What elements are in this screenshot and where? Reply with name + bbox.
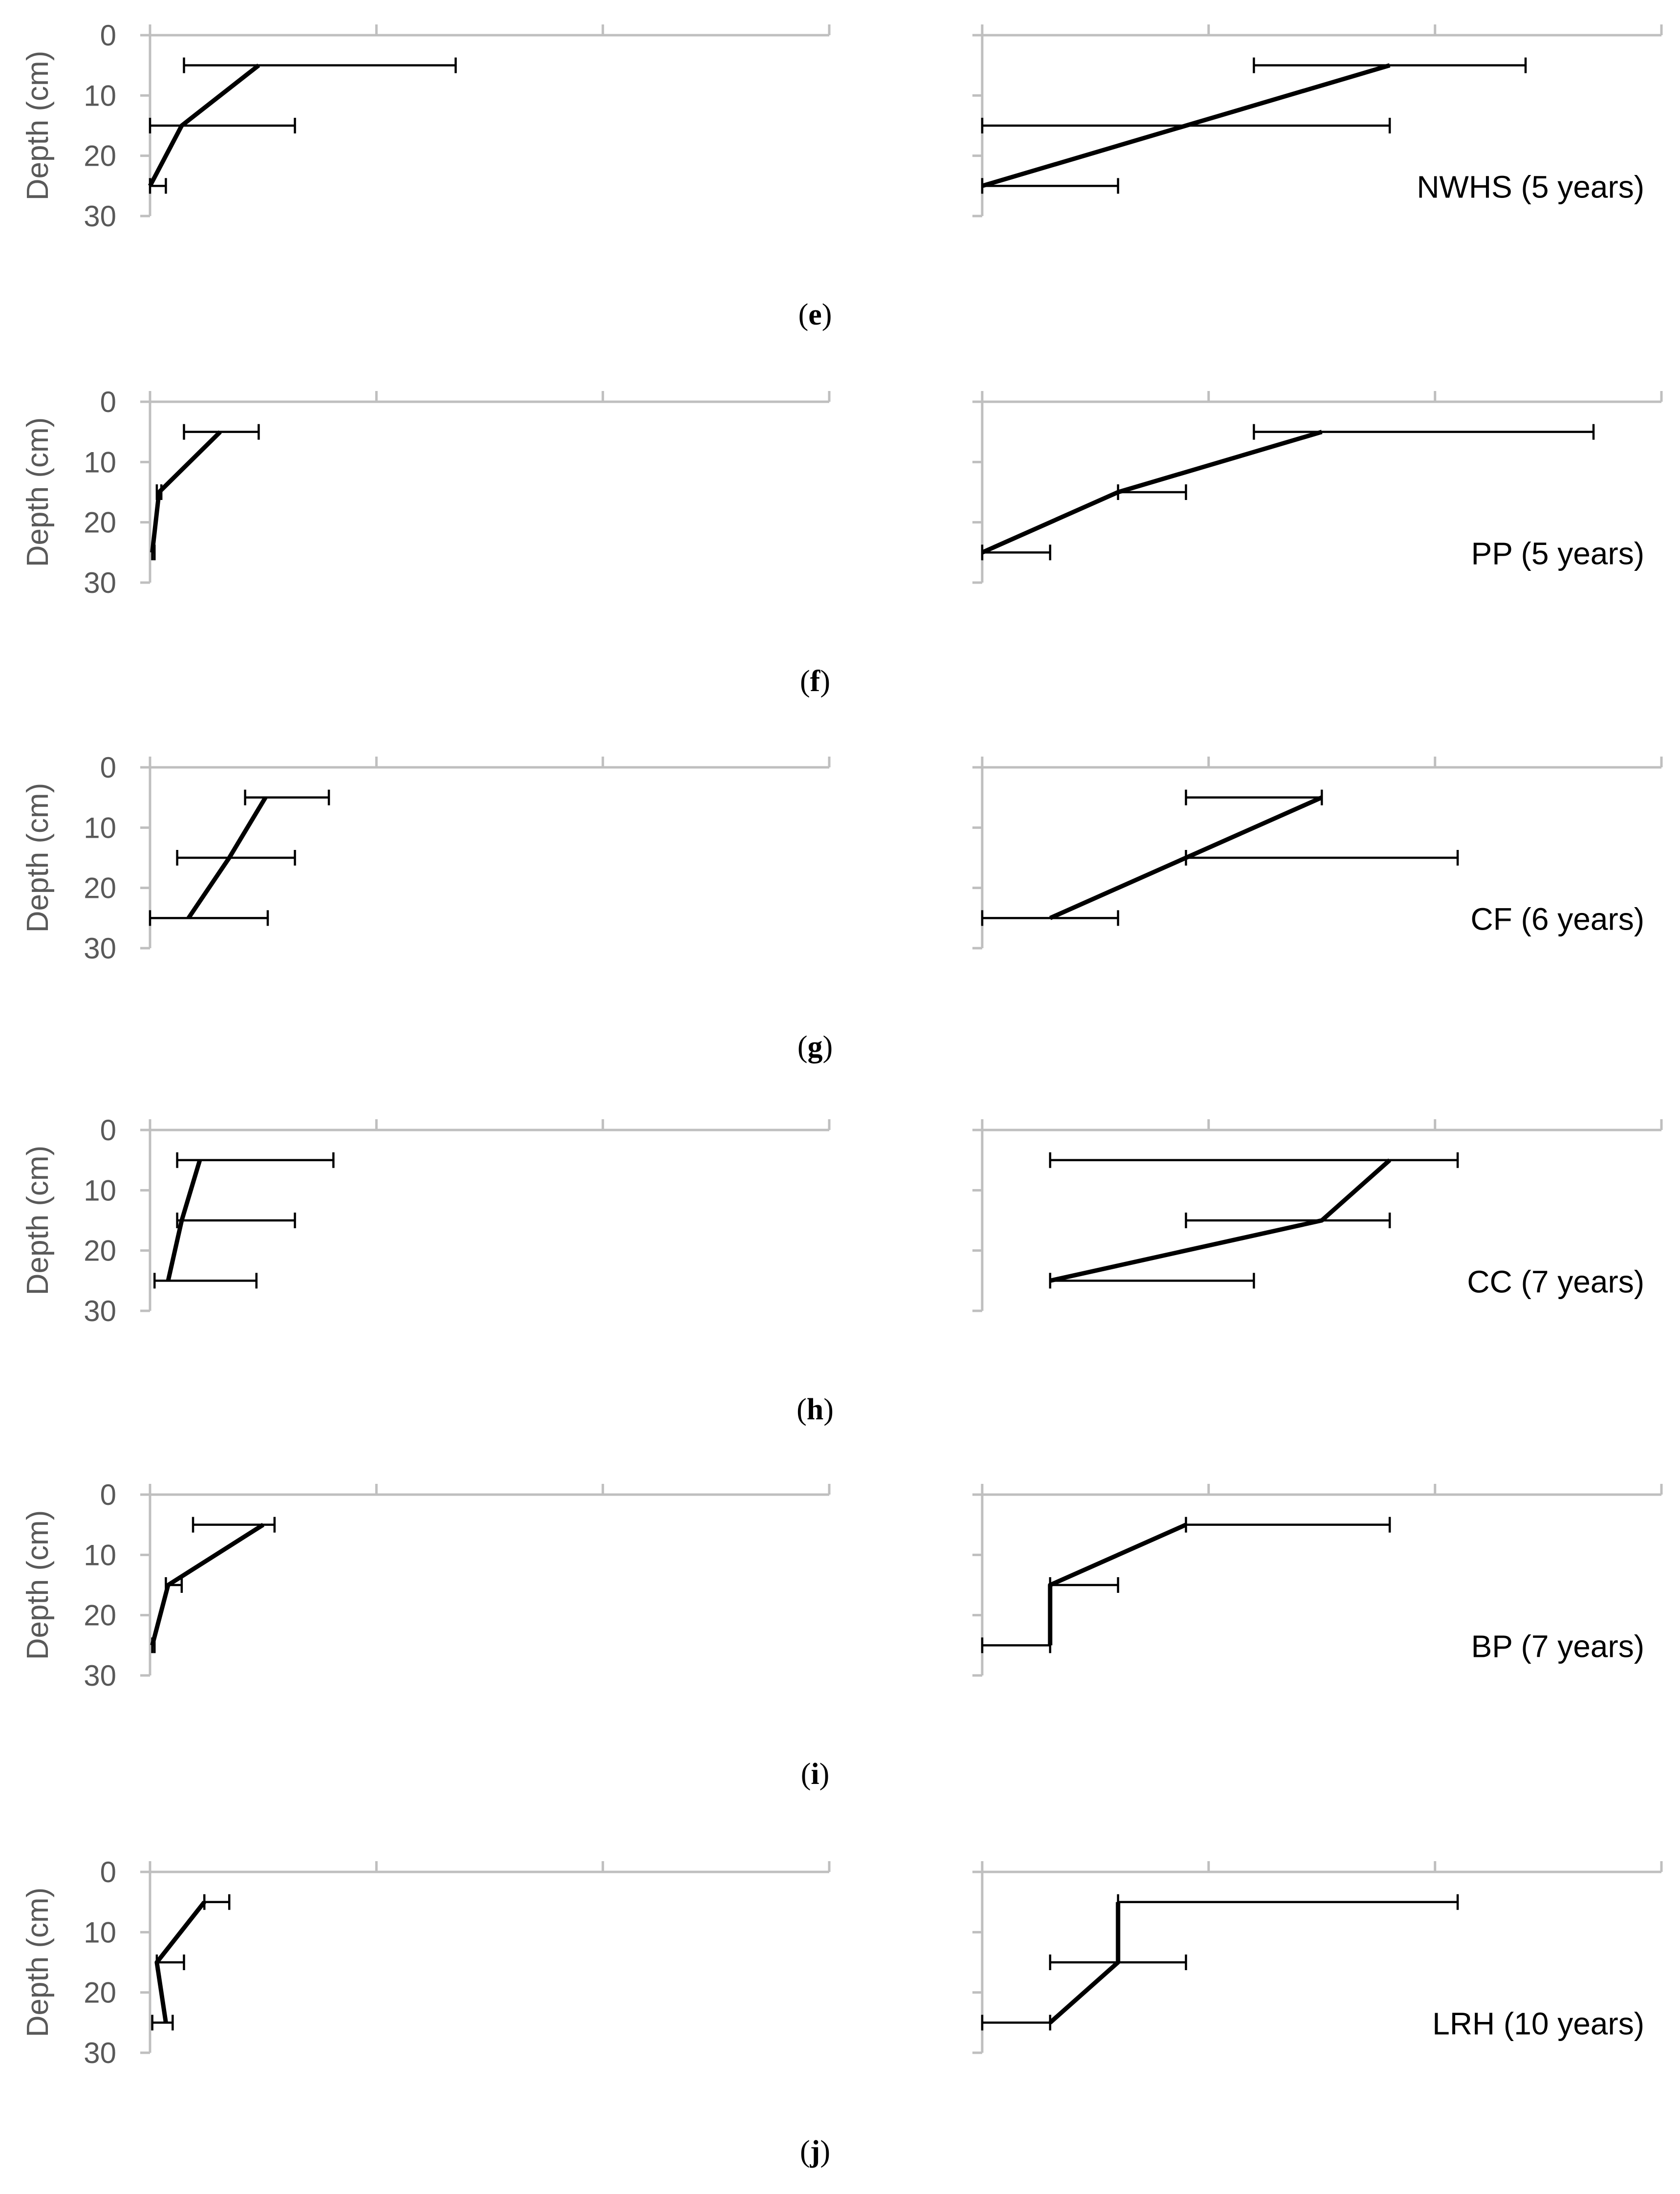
y-tick-label: 20 xyxy=(84,1599,116,1632)
panel-annotation: LRH (10 years) xyxy=(1432,2006,1644,2041)
panel-i: Depth (cm) 0 10 20 30 BP (7 years) (i) xyxy=(21,1478,1663,1791)
y-tick-label: 20 xyxy=(84,872,116,905)
panel-letter: f xyxy=(810,665,821,698)
series-line xyxy=(1050,1158,1391,1283)
panel-annotation: BP (7 years) xyxy=(1471,1629,1645,1664)
panel-label: (j) xyxy=(800,2135,830,2168)
right-plot xyxy=(972,1861,1663,2054)
series-line xyxy=(150,430,222,553)
y-tick-label: 30 xyxy=(84,932,116,965)
y-tick-label: 20 xyxy=(84,1235,116,1267)
panel-letter: g xyxy=(808,1030,823,1064)
series-line xyxy=(981,430,1323,555)
y-tick-label: 10 xyxy=(84,811,116,844)
y-tick-label: 30 xyxy=(84,200,116,233)
y-tick-label: 0 xyxy=(100,19,116,52)
left-plot xyxy=(140,1484,831,1677)
panel-f: Depth (cm) 0 10 20 30 PP (5 years) (f) xyxy=(21,386,1663,698)
right-plot xyxy=(972,24,1663,217)
y-tick-label: 30 xyxy=(84,1659,116,1692)
right-plot xyxy=(972,1119,1663,1312)
series-line xyxy=(148,64,260,187)
panel-label: (h) xyxy=(797,1393,834,1426)
series-line xyxy=(1048,1522,1187,1646)
y-tick-label: 20 xyxy=(84,1977,116,2009)
y-axis-label: Depth (cm) xyxy=(21,417,55,567)
panel-e: Depth (cm) 0 10 20 30 NWHS (5 years) (e) xyxy=(21,19,1663,331)
series-line xyxy=(187,796,268,919)
y-axis-label: Depth (cm) xyxy=(21,1510,55,1660)
panel-annotation: CC (7 years) xyxy=(1467,1264,1644,1299)
panel-letter: e xyxy=(808,298,822,331)
y-tick-label: 10 xyxy=(84,1916,116,1949)
y-tick-label: 0 xyxy=(100,1114,116,1147)
panel-annotation: CF (6 years) xyxy=(1470,901,1644,936)
panel-annotation: PP (5 years) xyxy=(1471,536,1645,571)
y-axis-label: Depth (cm) xyxy=(21,1146,55,1296)
y-tick-label: 30 xyxy=(84,566,116,599)
y-tick-label: 10 xyxy=(84,1174,116,1207)
panel-annotation: NWHS (5 years) xyxy=(1417,169,1644,204)
panel-label: (i) xyxy=(801,1758,830,1791)
series-line xyxy=(154,1900,206,2023)
panel-label: (g) xyxy=(797,1030,833,1064)
y-tick-label: 10 xyxy=(84,1539,116,1571)
panel-label: (e) xyxy=(798,298,832,331)
right-plot xyxy=(972,757,1663,950)
left-plot xyxy=(140,757,831,950)
panel-label: (f) xyxy=(800,665,830,698)
panel-j: Depth (cm) 0 10 20 30 LRH (10 years) (j) xyxy=(21,1856,1663,2168)
left-plot xyxy=(140,1119,831,1312)
series-line xyxy=(1049,795,1323,920)
y-axis-label: Depth (cm) xyxy=(21,783,55,933)
y-tick-label: 10 xyxy=(84,446,116,478)
panel-h: Depth (cm) 0 10 20 30 CC (7 years) (h) xyxy=(21,1114,1663,1426)
y-tick-label: 30 xyxy=(84,1295,116,1327)
series-line xyxy=(166,1159,202,1282)
left-plot xyxy=(140,391,831,584)
y-tick-label: 20 xyxy=(84,506,116,539)
series-line xyxy=(150,1522,265,1646)
panel-letter: j xyxy=(810,2135,820,2168)
panel-g: Depth (cm) 0 10 20 30 CF (6 years) (g) xyxy=(21,751,1663,1064)
y-tick-label: 0 xyxy=(100,386,116,418)
series-line xyxy=(981,63,1391,188)
y-tick-label: 20 xyxy=(84,140,116,173)
left-plot xyxy=(140,24,831,217)
y-tick-label: 0 xyxy=(100,1478,116,1511)
series-line xyxy=(1049,1902,1120,2024)
right-plot xyxy=(972,391,1663,584)
right-plot xyxy=(972,1484,1663,1677)
panel-letter: i xyxy=(811,1758,819,1791)
y-tick-label: 0 xyxy=(100,751,116,784)
y-tick-label: 10 xyxy=(84,79,116,112)
y-axis-label: Depth (cm) xyxy=(21,51,55,201)
y-tick-label: 30 xyxy=(84,2037,116,2069)
left-plot xyxy=(140,1861,831,2054)
panel-letter: h xyxy=(807,1393,823,1426)
y-tick-label: 0 xyxy=(100,1856,116,1889)
y-axis-label: Depth (cm) xyxy=(21,1888,55,2038)
